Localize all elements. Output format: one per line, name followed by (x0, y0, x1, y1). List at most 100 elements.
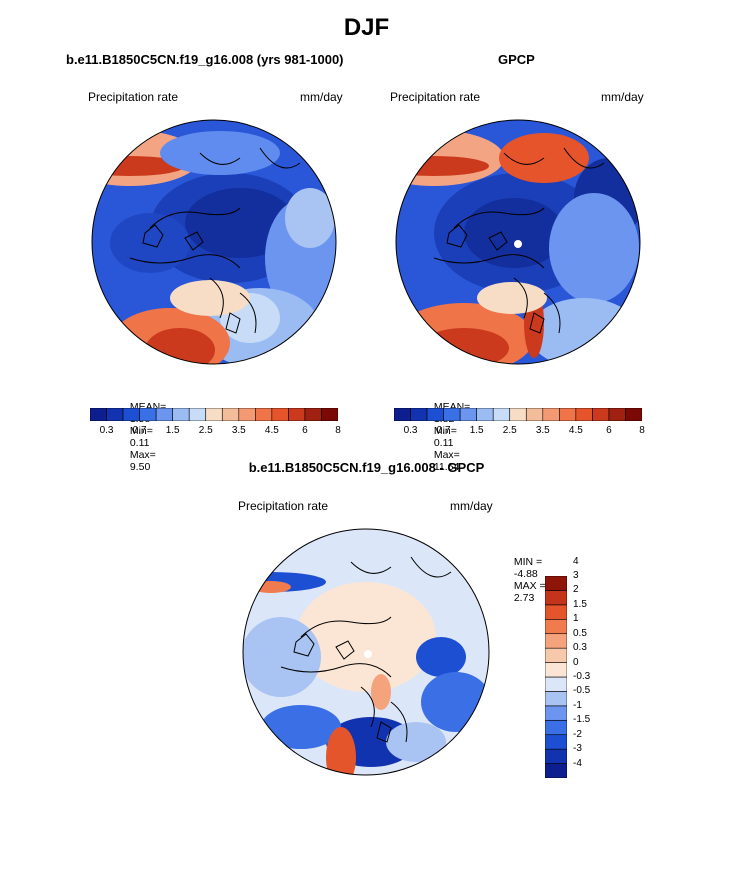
diff-colorbar-tick-label: 3 (573, 570, 579, 581)
obs-colorbar-swatch (509, 408, 527, 421)
diff-colorbar-tick-label: -1.5 (573, 714, 591, 726)
diff-colorbar-tick-label: 2 (573, 584, 579, 596)
diff-colorbar-tick-label: 4 (573, 555, 579, 567)
diff-colorbar-swatch (545, 618, 567, 635)
model-polar-map (91, 119, 337, 365)
diff-colorbar-swatch (545, 734, 567, 750)
obs-colorbar-swatch (542, 408, 560, 421)
model-colorbar-swatch (321, 408, 338, 421)
model-colorbar-swatch (255, 408, 273, 421)
obs-colorbar-swatch (492, 408, 511, 421)
model-panel-title: b.e11.B1850C5CN.f19_g16.008 (yrs 981-100… (66, 52, 344, 67)
model-colorbar: 0.3 0.7 1.5 2.5 3.5 4.5 6 8 (90, 408, 341, 440)
diff-colorbar-tick-label: -1 (573, 699, 582, 711)
diff-colorbar-tick-label: 0.5 (573, 627, 587, 639)
obs-colorbar-swatch (525, 408, 544, 421)
obs-colorbar-swatch (559, 408, 577, 421)
diff-polar-map (242, 528, 490, 776)
obs-colorbar-swatch (592, 408, 610, 421)
obs-min-value: 0.11 (433, 437, 454, 449)
obs-colorbar-swatch (608, 408, 626, 421)
diff-colorbar-swatch (545, 719, 567, 736)
obs-colorbar-tick-label: 4.5 (568, 425, 583, 436)
diff-colorbar-tick-label: -3 (573, 743, 582, 755)
obs-colorbar: 0.3 0.7 1.5 2.5 3.5 4.5 6 8 (394, 408, 645, 440)
model-max-value: 9.50 (129, 461, 151, 473)
diff-colorbar-swatch (545, 662, 567, 678)
diff-colorbar-tick-label: 0.3 (573, 642, 587, 654)
diff-variable-label: Precipitation rate (238, 499, 329, 513)
diff-min-label: MIN = (513, 556, 543, 568)
model-colorbar-tick-label: 2.5 (198, 425, 213, 436)
model-colorbar-tick-label: 0.7 (132, 425, 147, 436)
diff-stats: MIN = -4.88 MAX = 2.73 (508, 544, 546, 604)
obs-min-label: Min= (433, 425, 457, 437)
model-colorbar-swatch (188, 408, 207, 421)
model-colorbar-swatch (122, 408, 140, 421)
model-colorbar-swatch (238, 408, 256, 421)
obs-colorbar-tick-label: 0.7 (436, 425, 451, 436)
diff-colorbar-swatch (545, 647, 567, 663)
obs-panel-title: GPCP (498, 52, 535, 67)
model-max-label: Max= (129, 449, 156, 461)
obs-colorbar-swatch (443, 408, 461, 421)
model-colorbar-swatch (288, 408, 306, 421)
obs-colorbar-swatch (575, 408, 593, 421)
diff-colorbar-swatch (545, 604, 567, 620)
model-colorbar-swatch (221, 408, 240, 421)
obs-variable-label: Precipitation rate (390, 90, 481, 104)
diff-colorbar-tick-label: -4 (573, 757, 582, 769)
diff-colorbar-tick-label: 1.5 (573, 598, 587, 610)
obs-colorbar-tick-label: 6 (606, 425, 612, 436)
season-title: DJF (343, 14, 390, 41)
diff-colorbar-tick-label: 1 (573, 613, 579, 625)
diff-units-label: mm/day (450, 499, 493, 513)
diff-colorbar-swatch (545, 691, 567, 707)
diff-max-label: MAX = (513, 580, 546, 592)
diff-max-value: 2.73 (513, 592, 535, 604)
diff-colorbar-tick-label: -2 (573, 728, 582, 740)
model-colorbar-swatch (106, 408, 124, 421)
diff-colorbar-swatch (545, 705, 567, 721)
obs-colorbar-tick-label: 8 (639, 425, 645, 436)
model-min-value: 0.11 (129, 437, 150, 449)
model-colorbar-swatch (205, 408, 223, 421)
model-units-label: mm/day (300, 90, 343, 104)
model-colorbar-tick-label: 0.3 (99, 425, 114, 436)
obs-colorbar-swatch (476, 408, 494, 421)
diff-colorbar-swatch (545, 633, 567, 649)
diff-min-value: -4.88 (513, 568, 538, 580)
obs-colorbar-swatch (410, 408, 428, 421)
diff-colorbar-swatch (545, 676, 567, 692)
diff-colorbar-tick-label: -0.5 (573, 685, 591, 697)
model-colorbar-tick-label: 8 (335, 425, 341, 436)
model-colorbar-swatch (139, 408, 157, 421)
obs-colorbar-tick-label: 3.5 (535, 425, 550, 436)
model-colorbar-tick-label: 1.5 (165, 425, 180, 436)
obs-colorbar-swatch (625, 408, 642, 421)
model-colorbar-swatch (155, 408, 173, 421)
diff-colorbar-tick-label: -0.3 (573, 671, 591, 682)
model-variable-label: Precipitation rate (88, 90, 179, 104)
diff-colorbar-tick-label: 0 (573, 656, 579, 668)
diff-colorbar-swatch (545, 763, 567, 778)
obs-max-label: Max= (433, 449, 460, 461)
obs-colorbar-tick-label: 1.5 (469, 425, 484, 436)
obs-units-label: mm/day (601, 90, 644, 104)
obs-colorbar-tick-label: 0.3 (403, 425, 418, 436)
obs-colorbar-swatch (426, 408, 444, 421)
obs-colorbar-swatch (459, 408, 477, 421)
obs-polar-map (395, 119, 641, 365)
model-colorbar-swatch (172, 408, 190, 421)
obs-max-value: 11.64 (433, 461, 460, 473)
obs-colorbar-tick-label: 2.5 (502, 425, 517, 436)
model-colorbar-tick-label: 4.5 (264, 425, 279, 436)
diff-panel-title: b.e11.B1850C5CN.f19_g16.008 - GPCP (248, 460, 485, 475)
model-colorbar-tick-label: 6 (302, 425, 308, 436)
model-min-label: Min= (129, 425, 153, 437)
diff-colorbar-swatch (545, 590, 567, 606)
diff-colorbar: -4 -3 -2 -1.5 -1 -0.5 -0.3 0 0.3 0.5 1 1.5 2 3 4 (545, 556, 595, 778)
model-colorbar-swatch (271, 408, 289, 421)
model-colorbar-swatch (90, 408, 107, 421)
diff-colorbar-swatch (545, 576, 567, 591)
